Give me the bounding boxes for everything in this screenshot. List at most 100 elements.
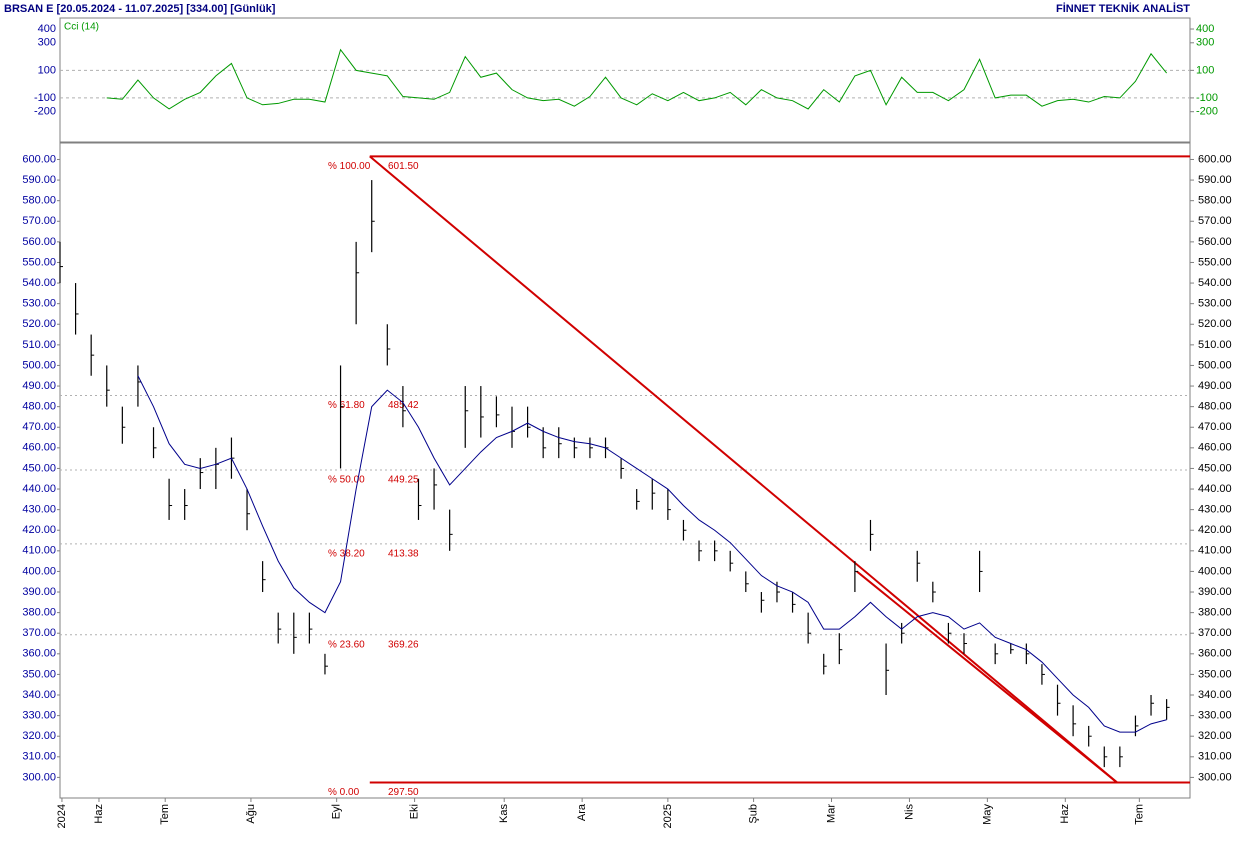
y-tick-label-right: 450.00 [1198,462,1232,474]
y-tick-label: 370.00 [22,627,56,639]
y-tick-label-right: 480.00 [1198,401,1232,413]
y-tick-label: 520.00 [22,318,56,330]
y-tick-label: 550.00 [22,256,56,268]
y-tick-label-right: 420.00 [1198,524,1232,536]
y-tick-label: 360.00 [22,648,56,660]
x-tick-label: Mar [825,804,837,823]
fib-percent: % 23.60 [328,639,365,650]
y-tick-label-right: 430.00 [1198,504,1232,516]
fib-percent: % 61.80 [328,400,365,411]
x-tick-label: Ağu [245,804,257,824]
x-tick-label: 2025 [662,804,674,828]
y-tick-label-right: 400.00 [1198,565,1232,577]
y-tick-label: 570.00 [22,215,56,227]
y-tick-label: 480.00 [22,401,56,413]
y-tick-label-right: 350.00 [1198,668,1232,680]
y-tick-label: 510.00 [22,339,56,351]
trendline [856,570,1118,784]
y-tick-label-right: 590.00 [1198,174,1232,186]
moving-average [137,375,1167,733]
x-tick-label: Kas [498,804,510,823]
y-tick-label: 590.00 [22,174,56,186]
y-tick-label: 450.00 [22,462,56,474]
fib-value: 297.50 [388,787,419,798]
y-tick-label-right: 330.00 [1198,710,1232,722]
y-tick-label-right: 520.00 [1198,318,1232,330]
y-tick-label-right: 510.00 [1198,339,1232,351]
fib-value: 449.25 [388,475,419,486]
y-tick-label: 420.00 [22,524,56,536]
y-tick-label: 340.00 [22,689,56,701]
y-tick-label-right: 570.00 [1198,215,1232,227]
y-tick-label: 500.00 [22,359,56,371]
y-tick-label-right: 310.00 [1198,751,1232,763]
x-tick-label: 2024 [56,804,68,828]
chart-title: BRSAN E [20.05.2024 - 11.07.2025] [334.0… [4,3,276,15]
y-tick-label: 100 [38,64,56,76]
y-tick-label-right: -100 [1196,92,1218,104]
y-tick-label: 560.00 [22,236,56,248]
y-tick-label-right: 340.00 [1198,689,1232,701]
y-tick-label: 430.00 [22,504,56,516]
x-tick-label: Eyl [331,804,343,819]
y-tick-label: 300.00 [22,771,56,783]
y-tick-label-right: 550.00 [1198,256,1232,268]
y-tick-label: 310.00 [22,751,56,763]
fib-value: 413.38 [388,549,419,560]
y-tick-label-right: 540.00 [1198,277,1232,289]
y-tick-label: 600.00 [22,153,56,165]
y-tick-label: 350.00 [22,668,56,680]
y-tick-label-right: 360.00 [1198,648,1232,660]
fib-percent: % 100.00 [328,161,371,172]
y-tick-label-right: 400 [1196,23,1214,35]
y-tick-label-right: 490.00 [1198,380,1232,392]
fib-percent: % 0.00 [328,787,360,798]
y-tick-label: 300 [38,37,56,49]
y-tick-label: 330.00 [22,710,56,722]
y-tick-label-right: 320.00 [1198,730,1232,742]
y-tick-label-right: 600.00 [1198,153,1232,165]
y-tick-label-right: 370.00 [1198,627,1232,639]
y-tick-label: 460.00 [22,442,56,454]
trendline [369,155,1118,784]
x-tick-label: Tem [1133,804,1145,825]
y-tick-label: 380.00 [22,607,56,619]
source: FİNNET TEKNİK ANALİST [1056,2,1190,15]
fib-value: 601.50 [388,161,419,172]
y-tick-label-right: 530.00 [1198,298,1232,310]
fib-value: 369.26 [388,639,419,650]
y-tick-label-right: 380.00 [1198,607,1232,619]
x-tick-label: Nis [903,804,915,820]
x-tick-label: Şub [747,804,759,824]
y-tick-label-right: 100 [1196,64,1214,76]
y-tick-label: 400 [38,23,56,35]
y-tick-label: 470.00 [22,421,56,433]
x-tick-label: May [981,804,993,825]
x-tick-label: Ara [576,803,588,821]
x-tick-label: Haz [93,804,105,824]
y-tick-label: 540.00 [22,277,56,289]
y-tick-label: 530.00 [22,298,56,310]
fib-value: 485.42 [388,400,419,411]
price-frame [59,142,1191,799]
indicator-name: Cci (14) [64,22,99,33]
y-tick-label-right: 580.00 [1198,195,1232,207]
x-tick-label: Haz [1059,804,1071,824]
y-tick-label: 490.00 [22,380,56,392]
y-tick-label-right: 300.00 [1198,771,1232,783]
y-tick-label: -100 [34,92,56,104]
y-tick-label: 410.00 [22,545,56,557]
y-tick-label-right: 390.00 [1198,586,1232,598]
y-tick-label: 320.00 [22,730,56,742]
y-tick-label-right: 500.00 [1198,359,1232,371]
cci-line [106,48,1168,110]
y-tick-label: 440.00 [22,483,56,495]
y-tick-label: 400.00 [22,565,56,577]
x-tick-label: Eki [408,804,420,819]
y-tick-label-right: 300 [1196,37,1214,49]
y-tick-label-right: 460.00 [1198,442,1232,454]
fib-percent: % 50.00 [328,475,365,486]
y-tick-label-right: -200 [1196,106,1218,118]
y-tick-label: -200 [34,106,56,118]
